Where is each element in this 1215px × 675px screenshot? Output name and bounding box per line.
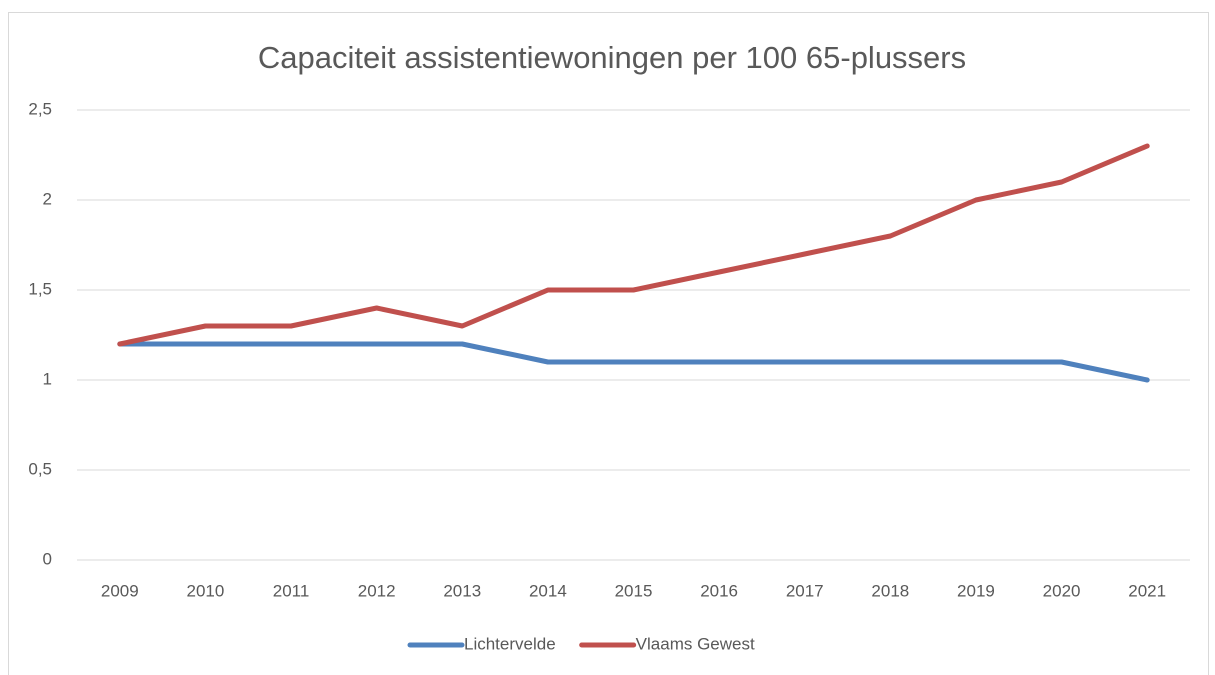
x-tick-label: 2018	[871, 581, 909, 600]
x-tick-label: 2021	[1128, 581, 1166, 600]
chart-frame	[8, 12, 1209, 675]
x-tick-label: 2012	[358, 581, 396, 600]
x-tick-label: 2017	[786, 581, 824, 600]
x-tick-label: 2009	[101, 581, 139, 600]
x-tick-label: 2015	[615, 581, 653, 600]
legend-label: Lichtervelde	[464, 634, 556, 653]
x-tick-label: 2010	[187, 581, 225, 600]
legend-label: Vlaams Gewest	[636, 634, 755, 653]
y-tick-label: 0,5	[28, 459, 52, 478]
x-tick-label: 2014	[529, 581, 567, 600]
y-tick-label: 0	[43, 549, 52, 568]
series-line	[117, 341, 1150, 383]
x-tick-label: 2020	[1043, 581, 1081, 600]
x-tick-label: 2013	[443, 581, 481, 600]
y-tick-label: 1,5	[28, 279, 52, 298]
x-tick-label: 2019	[957, 581, 995, 600]
y-tick-label: 2,5	[28, 99, 52, 118]
x-tick-label: 2016	[700, 581, 738, 600]
x-tick-label: 2011	[273, 581, 310, 600]
chart-title: Capaciteit assistentiewoningen per 100 6…	[258, 40, 966, 75]
y-tick-label: 2	[43, 189, 52, 208]
series-line	[117, 143, 1150, 347]
y-tick-label: 1	[43, 369, 52, 388]
